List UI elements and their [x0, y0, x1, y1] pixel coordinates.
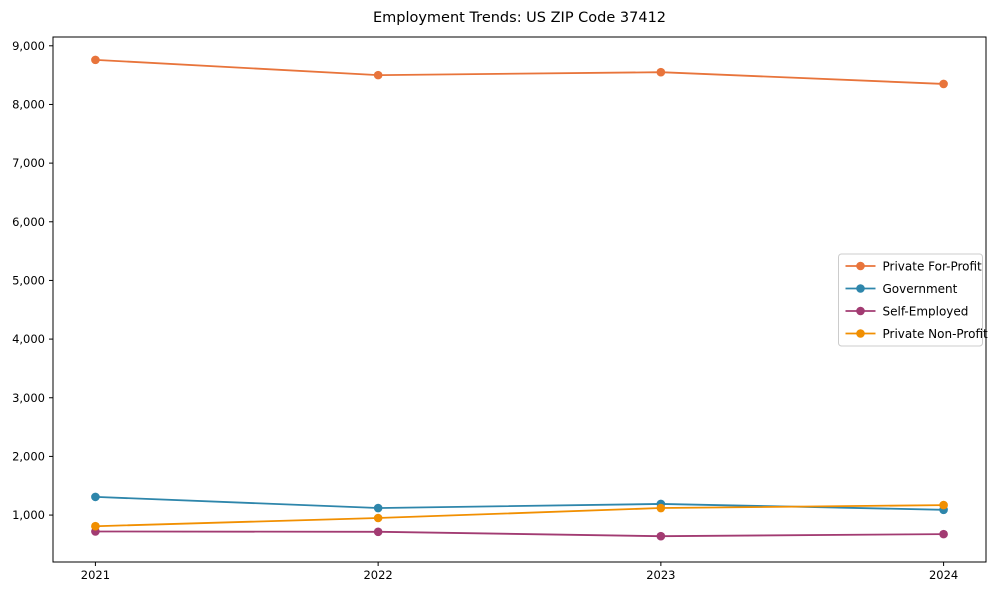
data-point-private-non-profit: [91, 521, 100, 531]
plot-area-box: [52, 36, 987, 563]
x-tick-label: 2022: [363, 568, 392, 582]
y-tick-label: 3,000: [12, 391, 45, 405]
data-point-private-non-profit: [939, 500, 948, 510]
legend-marker-dot: [856, 329, 865, 338]
data-point-private-for-profit: [91, 55, 100, 65]
legend-marker-dot: [856, 261, 865, 271]
legend-marker-dot: [856, 306, 865, 316]
series-line-government: [95, 495, 944, 511]
y-tick-label: 1,000: [12, 508, 45, 522]
y-tick-label: 7,000: [12, 156, 45, 170]
legend-box: [838, 253, 983, 347]
x-tick-label: 2021: [81, 568, 110, 582]
series-line-self-employed: [95, 530, 944, 538]
legend-marker-dot: [856, 284, 865, 293]
chart-title: Employment Trends: US ZIP Code 37412: [372, 10, 667, 26]
legend-label: Government: [883, 282, 958, 296]
data-point-private-non-profit: [373, 513, 383, 523]
series-line-private-non-profit: [95, 504, 944, 528]
data-point-private-for-profit: [656, 67, 666, 77]
y-tick-label: 9,000: [12, 39, 45, 53]
y-tick-label: 8,000: [12, 97, 45, 111]
data-point-government: [91, 492, 100, 502]
series-line-private-for-profit: [95, 58, 944, 85]
y-tick-label: 4,000: [12, 332, 45, 346]
x-tick-label: 2023: [646, 568, 675, 582]
data-point-self-employed: [939, 529, 948, 539]
y-tick-label: 5,000: [12, 273, 45, 287]
legend-item-government: Government: [845, 282, 958, 296]
data-point-self-employed: [656, 531, 666, 541]
legend-label: Private Non-Profit: [883, 327, 989, 341]
data-point-self-employed: [373, 527, 383, 537]
legend-label: Private For-Profit: [883, 260, 983, 274]
x-tick-label: 2024: [929, 568, 958, 582]
data-point-private-non-profit: [656, 503, 666, 513]
data-point-private-for-profit: [373, 70, 383, 80]
legend-item-self-employed: Self-Employed: [845, 305, 969, 319]
y-tick-label: 6,000: [12, 215, 45, 229]
legend-label: Self-Employed: [883, 305, 969, 319]
y-tick-label: 2,000: [12, 449, 45, 463]
data-point-private-for-profit: [939, 79, 948, 89]
legend-item-private-for-profit: Private For-Profit: [845, 260, 983, 274]
legend-item-private-non-profit: Private Non-Profit: [845, 327, 989, 341]
data-point-government: [373, 503, 383, 513]
